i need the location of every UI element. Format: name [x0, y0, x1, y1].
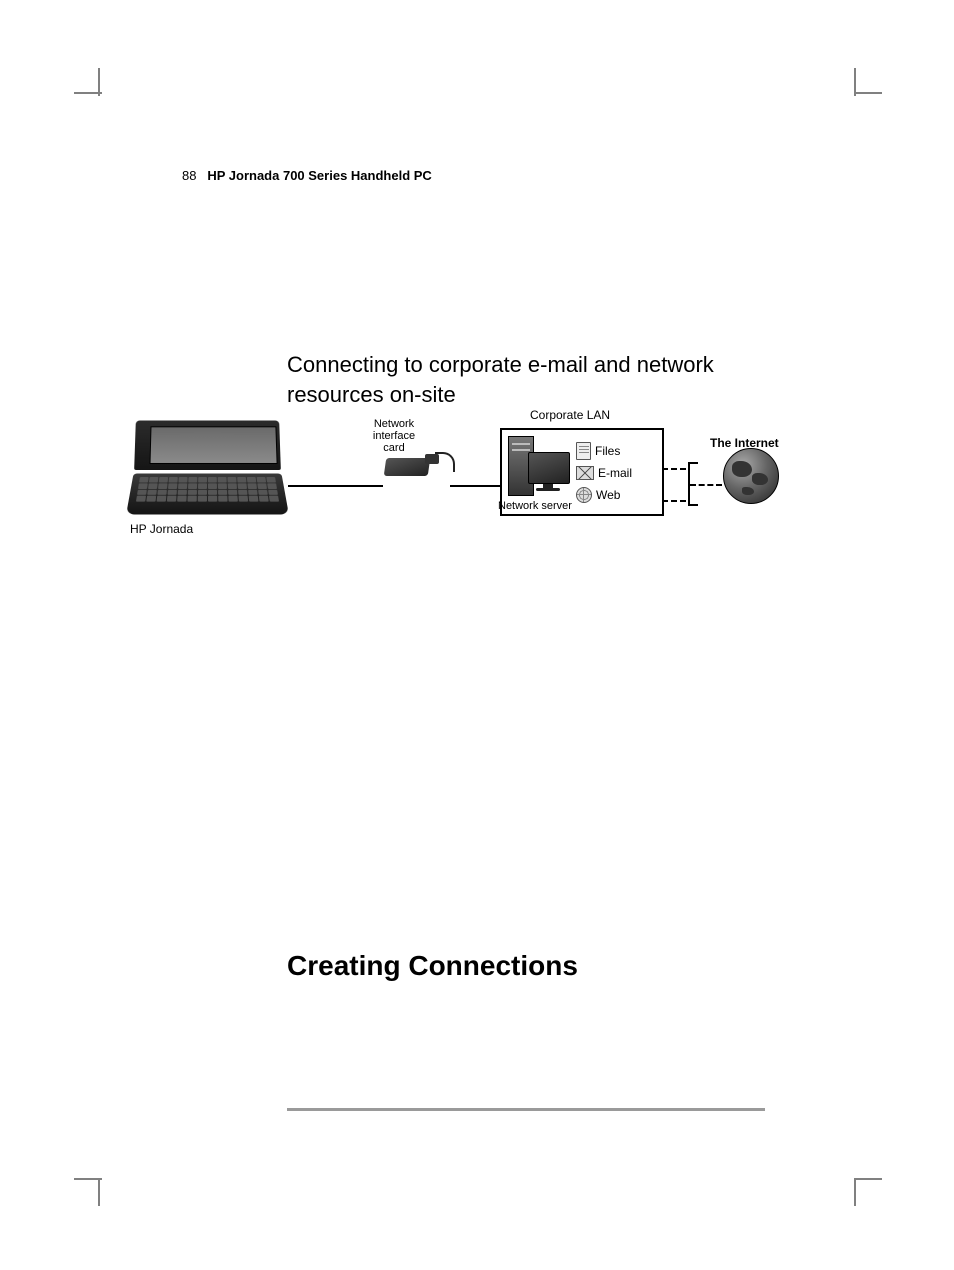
hp-jornada-device-icon: [130, 420, 285, 520]
server-label: Network server: [498, 500, 572, 512]
crop-mark: [854, 68, 856, 96]
list-item: Web: [576, 484, 658, 506]
crop-mark: [98, 68, 100, 96]
device-label: HP Jornada: [130, 522, 193, 536]
main-heading: Creating Connections: [287, 950, 578, 982]
running-title: HP Jornada 700 Series Handheld PC: [207, 168, 431, 183]
manual-page: 88 HP Jornada 700 Series Handheld PC Con…: [0, 0, 954, 1270]
list-item: Files: [576, 440, 658, 462]
running-header: 88 HP Jornada 700 Series Handheld PC: [182, 168, 432, 183]
page-number: 88: [182, 168, 196, 183]
email-label: E-mail: [598, 466, 632, 480]
globe-icon: [723, 448, 779, 504]
nic-label-line: interface: [373, 430, 415, 442]
lan-services-list: Files E-mail Web: [576, 440, 658, 506]
crop-mark: [854, 92, 882, 94]
web-icon: [576, 487, 592, 503]
crop-mark: [854, 1178, 882, 1180]
nic-card-icon: [385, 450, 445, 480]
dashed-connector: [662, 500, 686, 502]
dashed-connector: [662, 468, 686, 470]
monitor-icon: [528, 452, 568, 490]
crop-mark: [98, 1178, 100, 1206]
files-label: Files: [595, 444, 620, 458]
horizontal-rule: [287, 1108, 765, 1111]
crop-mark: [854, 1178, 856, 1206]
lan-title: Corporate LAN: [530, 408, 610, 422]
connector-line: [288, 485, 383, 487]
file-icon: [576, 442, 591, 460]
list-item: E-mail: [576, 462, 658, 484]
connector-line: [450, 485, 500, 487]
nic-label: Network interface card: [366, 418, 422, 454]
dashed-connector: [690, 484, 722, 486]
network-diagram: HP Jornada Network interface card Corpor…: [130, 400, 810, 550]
mail-icon: [576, 466, 594, 480]
nic-label-line: Network: [374, 418, 414, 430]
web-label: Web: [596, 488, 620, 502]
